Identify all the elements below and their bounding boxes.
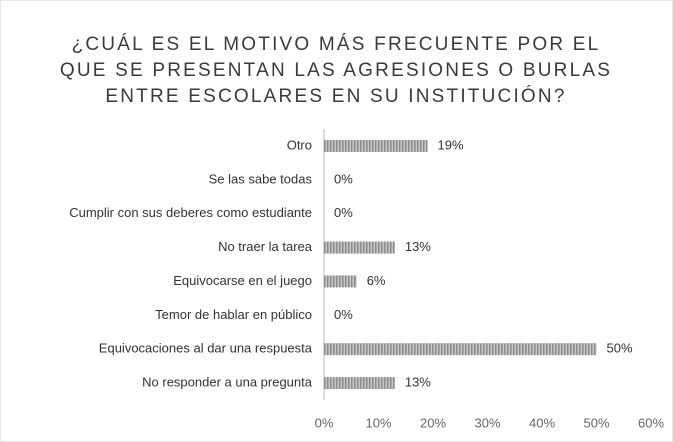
x-tick-label: 30% [474, 415, 500, 430]
bar [324, 275, 357, 288]
value-label: 6% [367, 273, 386, 288]
chart-title: ENTRE ESCOLARES EN SU INSTITUCIÓN? [105, 85, 566, 107]
y-tick-label: Temor de hablar en público [155, 307, 312, 322]
value-label: 0% [334, 171, 353, 186]
value-label: 13% [405, 375, 431, 390]
y-tick-label: Equivocarse en el juego [173, 273, 312, 288]
bar [324, 343, 597, 356]
bar [324, 241, 395, 254]
bar [324, 139, 428, 152]
value-label: 50% [607, 341, 633, 356]
y-tick-label: Cumplir con sus deberes como estudiante [69, 205, 312, 220]
y-tick-label: Se las sabe todas [209, 171, 313, 186]
value-label: 0% [334, 205, 353, 220]
x-tick-label: 10% [365, 415, 391, 430]
value-label: 13% [405, 239, 431, 254]
chart-title: ¿CUÁL ES EL MOTIVO MÁS FRECUENTE POR EL [72, 34, 601, 55]
x-tick-label: 40% [529, 415, 555, 430]
y-tick-label: Otro [287, 137, 312, 152]
y-tick-label: Equivocaciones al dar una respuesta [99, 341, 313, 356]
x-tick-label: 0% [315, 415, 334, 430]
x-tick-label: 50% [583, 415, 609, 430]
y-tick-label: No responder a una pregunta [142, 375, 313, 390]
value-label: 0% [334, 307, 353, 322]
y-tick-label: No traer la tarea [218, 239, 313, 254]
x-tick-label: 60% [638, 415, 664, 430]
x-tick-label: 20% [420, 415, 446, 430]
value-label: 19% [438, 137, 464, 152]
bar [324, 377, 395, 390]
chart-title: QUE SE PRESENTAN LAS AGRESIONES O BURLAS [60, 60, 612, 81]
